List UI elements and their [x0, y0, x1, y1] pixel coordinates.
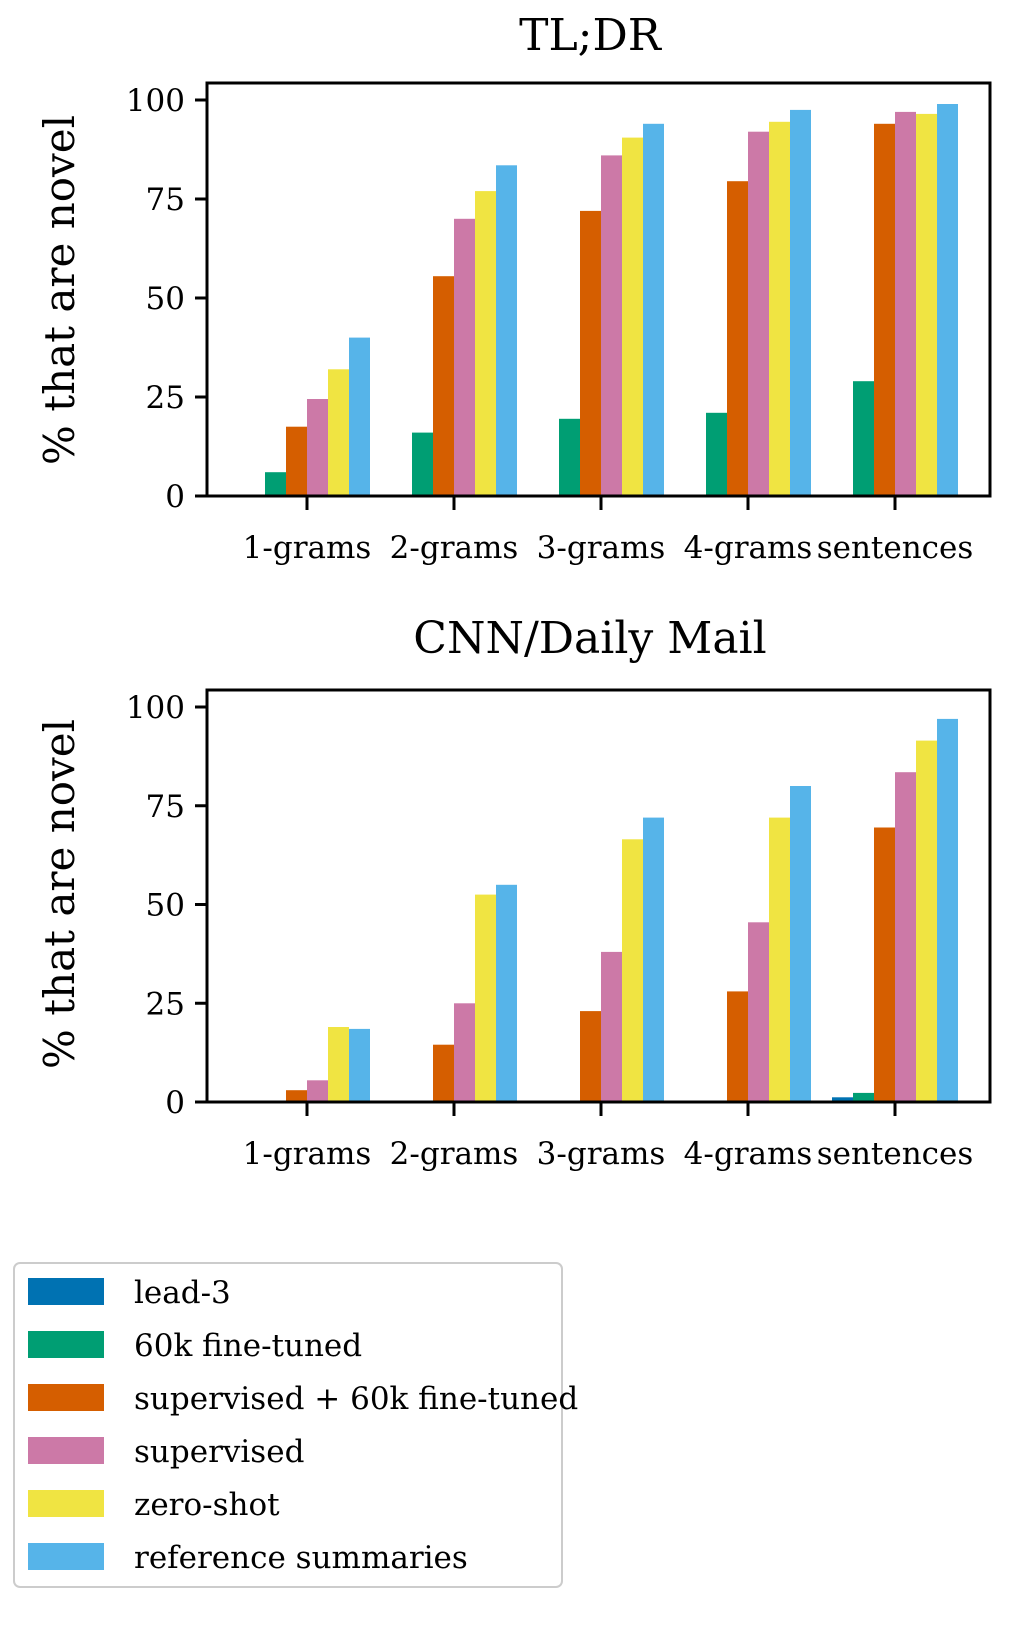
- legend-label: zero-shot: [134, 1487, 280, 1523]
- legend: lead-3 60k fine-tuned supervised + 60k fin…: [13, 1262, 578, 1588]
- bar-zero-shot-sentences: [916, 740, 937, 1102]
- bar-zero-shot-sentences: [916, 113, 937, 497]
- bar-supervised-60k-fine-tuned-3-grams: [580, 210, 601, 496]
- bar-supervised-4-grams: [748, 922, 769, 1102]
- bar-reference-summaries-2-grams: [496, 165, 517, 497]
- bar-reference-summaries-1-grams: [349, 337, 370, 496]
- bar-60k-fine-tuned-sentences: [853, 381, 874, 496]
- chart-tldr: TL;DR % that are novel 0 25 50 75 100 1-gram…: [35, 10, 992, 566]
- bar-supervised-sentences: [895, 111, 916, 497]
- x-tick-label: 2-grams: [390, 1136, 519, 1172]
- y-tick-label: 0: [165, 479, 185, 515]
- legend-label: reference summaries: [134, 1540, 468, 1576]
- y-tick-label: 50: [146, 888, 185, 924]
- bar-supervised-2-grams: [454, 218, 475, 497]
- legend-label: 60k fine-tuned: [134, 1328, 362, 1364]
- bar-supervised-4-grams: [748, 131, 769, 496]
- y-tick-label: 100: [126, 83, 185, 119]
- bar-supervised-60k-fine-tuned-sentences: [874, 123, 895, 497]
- x-tick-label: 4-grams: [684, 530, 813, 566]
- legend-swatch: [28, 1384, 104, 1411]
- bar-reference-summaries-1-grams: [349, 1028, 370, 1102]
- legend-label: supervised: [134, 1434, 304, 1470]
- bar-supervised-60k-fine-tuned-3-grams: [580, 1011, 601, 1102]
- bar-zero-shot-2-grams: [475, 191, 496, 496]
- chart-cnn-daily-mail: CNN/Daily Mail % that are novel 0 25 50 75 1…: [35, 613, 992, 1172]
- bar-supervised-60k-fine-tuned-4-grams: [727, 991, 748, 1102]
- bars: [265, 104, 958, 497]
- bar-reference-summaries-3-grams: [643, 123, 664, 497]
- bar-60k-fine-tuned-3-grams: [559, 418, 580, 496]
- bar-supervised-60k-fine-tuned-4-grams: [727, 181, 748, 496]
- y-tick-label: 75: [146, 182, 185, 218]
- plot-frame: [205, 81, 992, 498]
- bar-zero-shot-1-grams: [328, 369, 349, 496]
- chart-title: CNN/Daily Mail: [413, 613, 766, 664]
- bar-zero-shot-3-grams: [622, 839, 643, 1102]
- bar-60k-fine-tuned-2-grams: [412, 432, 433, 496]
- y-axis-label: % that are novel: [35, 719, 84, 1069]
- bar-zero-shot-3-grams: [622, 137, 643, 496]
- legend-swatch: [28, 1543, 104, 1570]
- bar-lead-3-sentences: [832, 1097, 853, 1102]
- bar-zero-shot-4-grams: [769, 817, 790, 1102]
- bar-reference-summaries-sentences: [937, 104, 958, 496]
- x-tick-label: 1-grams: [243, 1136, 372, 1172]
- bar-supervised-60k-fine-tuned-2-grams: [433, 1044, 454, 1102]
- bar-60k-fine-tuned-1-grams: [265, 472, 286, 496]
- bar-supervised-60k-fine-tuned-1-grams: [286, 426, 307, 496]
- y-tick-label: 100: [126, 690, 185, 726]
- chart-title: TL;DR: [519, 10, 663, 61]
- x-tick-label: sentences: [817, 530, 974, 566]
- bar-60k-fine-tuned-4-grams: [706, 412, 727, 496]
- bar-zero-shot-1-grams: [328, 1027, 349, 1102]
- x-tick-label: 3-grams: [537, 530, 666, 566]
- bar-zero-shot-4-grams: [769, 121, 790, 497]
- y-ticks: 0 25 50 75 100: [126, 690, 207, 1121]
- bar-supervised-1-grams: [307, 399, 328, 496]
- bar-supervised-3-grams: [601, 155, 622, 496]
- y-tick-label: 25: [146, 380, 185, 416]
- x-tick-label: 4-grams: [684, 1136, 813, 1172]
- bars: [286, 718, 958, 1103]
- y-tick-label: 75: [146, 789, 185, 825]
- bar-supervised-sentences: [895, 772, 916, 1102]
- y-tick-label: 25: [146, 986, 185, 1022]
- y-tick-label: 0: [165, 1085, 185, 1121]
- legend-swatch: [28, 1490, 104, 1517]
- y-tick-label: 50: [146, 281, 185, 317]
- x-tick-label: 2-grams: [390, 530, 519, 566]
- bar-supervised-3-grams: [601, 951, 622, 1102]
- bar-reference-summaries-sentences: [937, 718, 958, 1102]
- x-tick-label: 1-grams: [243, 530, 372, 566]
- bar-reference-summaries-4-grams: [790, 109, 811, 497]
- bar-supervised-1-grams: [307, 1080, 328, 1102]
- plot-frame: [205, 688, 992, 1104]
- legend-swatch: [28, 1437, 104, 1464]
- bar-supervised-60k-fine-tuned-2-grams: [433, 276, 454, 496]
- legend-swatch: [28, 1331, 104, 1358]
- x-ticks: 1-grams 2-grams 3-grams 4-grams sentences: [243, 496, 974, 566]
- x-tick-label: sentences: [817, 1136, 974, 1172]
- bar-60k-fine-tuned-sentences: [853, 1092, 874, 1102]
- y-ticks: 0 25 50 75 100: [126, 83, 207, 515]
- legend-swatch: [28, 1278, 104, 1305]
- legend-label: lead-3: [134, 1275, 231, 1311]
- bar-reference-summaries-3-grams: [643, 817, 664, 1102]
- bar-reference-summaries-2-grams: [496, 884, 517, 1103]
- x-tick-label: 3-grams: [537, 1136, 666, 1172]
- bar-zero-shot-2-grams: [475, 894, 496, 1102]
- bar-supervised-2-grams: [454, 1003, 475, 1103]
- bar-reference-summaries-4-grams: [790, 786, 811, 1102]
- bar-supervised-60k-fine-tuned-1-grams: [286, 1090, 307, 1102]
- bar-supervised-60k-fine-tuned-sentences: [874, 827, 895, 1102]
- y-axis-label: % that are novel: [35, 115, 84, 465]
- x-ticks: 1-grams 2-grams 3-grams 4-grams sentences: [243, 1102, 974, 1172]
- legend-label: supervised + 60k fine-tuned: [134, 1381, 578, 1417]
- legend-box: [13, 1262, 563, 1588]
